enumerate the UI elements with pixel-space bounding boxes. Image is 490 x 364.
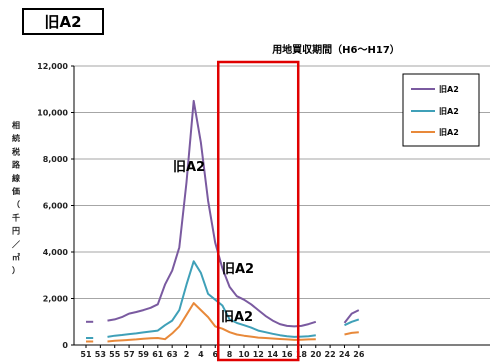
y-label-char: 価 <box>11 186 20 196</box>
y-label-char: ） <box>12 265 20 275</box>
acquisition-period-box <box>216 60 300 362</box>
x-tick-label: 22 <box>325 350 336 359</box>
x-tick-label: 61 <box>152 350 164 359</box>
y-tick-label: 10,000 <box>37 109 68 118</box>
y-tick-label: 12,000 <box>37 62 68 71</box>
series-line-0-segment-1 <box>107 99 317 328</box>
y-tick-label: 2,000 <box>43 295 69 304</box>
annotation-teal: 旧A2 <box>222 262 254 277</box>
legend-label-orange: 旧A2 <box>439 128 459 137</box>
y-label-char: ／ <box>12 239 20 249</box>
title-frame <box>22 8 104 35</box>
x-tick-label: 57 <box>124 350 135 359</box>
y-tick-label: 6,000 <box>43 202 69 211</box>
series-line-2-segment-1 <box>107 302 316 343</box>
x-tick-label: 53 <box>95 350 106 359</box>
y-label-char: 線 <box>12 173 20 183</box>
legend: 旧A2 旧A2 旧A2 <box>402 73 480 147</box>
series-line-0-segment-2 <box>343 309 360 324</box>
x-tick-label: 14 <box>267 350 279 359</box>
period-label: 用地買収期間（H6～H17） <box>271 43 400 56</box>
series-line-2-segment-2 <box>344 331 359 336</box>
series-lines <box>86 99 360 343</box>
y-label-char: 路 <box>12 160 21 170</box>
y-label-char: 円 <box>12 227 20 236</box>
x-tick-label: 55 <box>109 350 121 359</box>
legend-label-purple: 旧A2 <box>439 85 459 94</box>
x-tick-label: 26 <box>353 350 365 359</box>
x-tick-labels: 51 53 55 57 59 61 63 2 4 6 8 10 12 14 16 18 20 22 24 26 <box>80 345 365 359</box>
y-tick-label: 0 <box>62 341 68 350</box>
y-tick-labels: 0 2,000 4,000 6,000 8,000 10,000 12,000 <box>37 62 74 350</box>
y-label-char: 続 <box>12 133 20 143</box>
y-label-char: （ <box>12 199 20 209</box>
x-tick-label: 16 <box>281 350 293 359</box>
x-tick-label: 4 <box>198 350 204 359</box>
x-tick-label: 51 <box>80 350 92 359</box>
y-tick-label: 4,000 <box>43 248 69 257</box>
y-label-char: 税 <box>12 146 20 156</box>
x-tick-label: 6 <box>212 350 218 359</box>
x-tick-label: 8 <box>227 350 233 359</box>
x-tick-label: 24 <box>339 350 351 359</box>
gridlines <box>74 65 490 299</box>
x-tick-label: 18 <box>296 350 308 359</box>
x-tick-label: 63 <box>167 350 178 359</box>
x-tick-label: 10 <box>238 350 250 359</box>
y-label-char: 相 <box>12 120 20 130</box>
annotation-purple: 旧A2 <box>173 160 205 175</box>
annotation-orange: 旧A2 <box>221 310 253 325</box>
x-tick-label: 2 <box>184 350 190 359</box>
x-tick-label: 12 <box>253 350 264 359</box>
y-label-char: 千 <box>12 212 20 222</box>
legend-label-teal: 旧A2 <box>439 107 459 116</box>
chart-title: 旧A2 <box>44 13 81 31</box>
x-tick-label: 20 <box>310 350 322 359</box>
y-tick-label: 8,000 <box>43 155 69 164</box>
chart-title-box: 旧A2 <box>22 8 104 35</box>
series-line-1-segment-2 <box>344 318 360 327</box>
x-tick-label: 59 <box>138 350 150 359</box>
y-label-char: ㎡ <box>12 252 20 262</box>
series-line-1-segment-1 <box>107 260 316 338</box>
